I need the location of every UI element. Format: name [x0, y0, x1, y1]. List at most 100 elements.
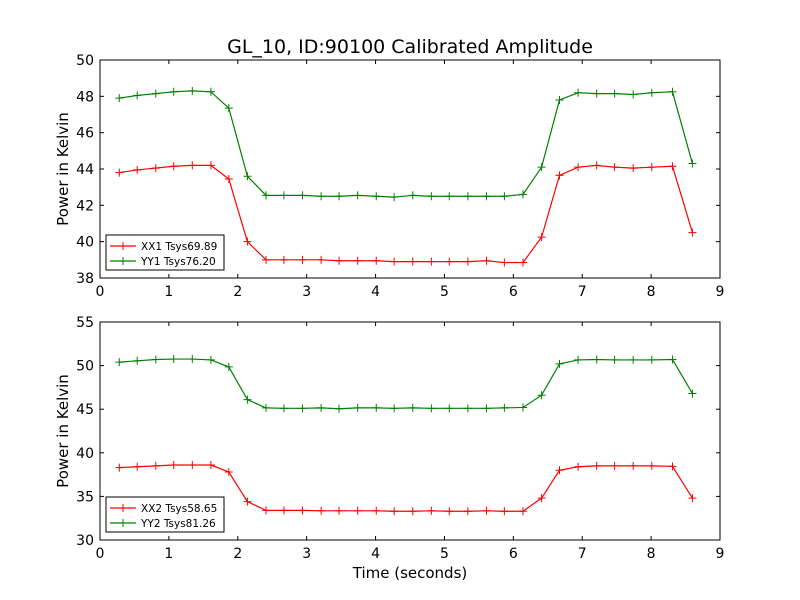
- data-point: [133, 91, 142, 100]
- legend-marker: [119, 257, 127, 265]
- data-point: [537, 163, 546, 172]
- data-point: [500, 507, 509, 516]
- data-point: [262, 403, 271, 412]
- data-point: [500, 258, 509, 267]
- data-point: [317, 192, 326, 201]
- data-point: [688, 389, 697, 398]
- data-point: [279, 404, 288, 413]
- data-point: [206, 87, 215, 96]
- data-point: [688, 494, 697, 503]
- data-point: [668, 462, 677, 471]
- data-point: [500, 403, 509, 412]
- y-tick-label: 48: [76, 89, 94, 105]
- data-point: [463, 257, 472, 266]
- data-point: [463, 192, 472, 201]
- data-point: [574, 355, 583, 364]
- top-panel: 0 1 2 3 4 5 6 7 8 9 38 40 42 44 46 48 50 Power in Kelvin X…: [54, 53, 724, 300]
- data-point: [115, 358, 124, 367]
- data-point: [335, 256, 344, 265]
- data-point: [243, 237, 252, 246]
- x-tick-label: 9: [716, 284, 725, 300]
- data-point: [206, 161, 215, 170]
- y-tick-label: 38: [76, 271, 94, 287]
- y-axis-label: Power in Kelvin: [54, 112, 72, 226]
- legend-label: YY1 Tsys76.20: [140, 256, 216, 268]
- data-point: [335, 404, 344, 413]
- x-tick-label: 2: [233, 284, 242, 300]
- data-point: [445, 192, 454, 201]
- x-tick-label: 8: [647, 284, 656, 300]
- data-point: [668, 162, 677, 171]
- data-point: [224, 362, 233, 371]
- x-tick-label: 7: [578, 546, 587, 562]
- y-tick-label: 55: [76, 315, 94, 331]
- y-tick-label: 35: [76, 489, 94, 505]
- data-point: [408, 191, 417, 200]
- series-2: [115, 86, 697, 202]
- data-point: [262, 255, 271, 264]
- x-tick-label: 6: [509, 546, 518, 562]
- data-point: [427, 506, 436, 515]
- data-point: [629, 355, 638, 364]
- data-point: [169, 162, 178, 171]
- data-point: [372, 256, 381, 265]
- data-point: [279, 506, 288, 515]
- data-point: [445, 404, 454, 413]
- data-point: [408, 403, 417, 412]
- data-point: [668, 355, 677, 364]
- data-point: [390, 193, 399, 202]
- data-point: [115, 463, 124, 472]
- data-point: [482, 256, 491, 265]
- data-point: [408, 257, 417, 266]
- data-point: [298, 404, 307, 413]
- data-point: [537, 233, 546, 242]
- x-tick-label: 3: [302, 284, 311, 300]
- data-point: [555, 359, 564, 368]
- data-point: [610, 89, 619, 98]
- data-point: [151, 164, 160, 173]
- data-point: [188, 86, 197, 95]
- legend-label: XX1 Tsys69.89: [141, 241, 217, 253]
- data-point: [688, 228, 697, 237]
- data-point: [390, 404, 399, 413]
- legend-label: XX2 Tsys58.65: [141, 503, 217, 515]
- data-point: [206, 461, 215, 470]
- data-point: [169, 461, 178, 470]
- data-point: [647, 88, 656, 97]
- x-axis-label: Time (seconds): [352, 564, 468, 582]
- data-point: [243, 497, 252, 506]
- data-point: [518, 190, 527, 199]
- chart-title: GL_10, ID:90100 Calibrated Amplitude: [227, 36, 593, 58]
- data-point: [518, 403, 527, 412]
- y-tick-label: 42: [76, 198, 94, 214]
- data-point: [668, 87, 677, 96]
- data-point: [610, 355, 619, 364]
- y-tick-label: 50: [76, 359, 94, 375]
- y-tick-label: 40: [76, 235, 94, 251]
- data-point: [688, 159, 697, 168]
- legend-box: [105, 234, 225, 271]
- data-point: [463, 507, 472, 516]
- legend-box: [105, 496, 225, 533]
- data-point: [555, 466, 564, 475]
- x-tick-label: 7: [578, 284, 587, 300]
- legend-marker: [119, 242, 127, 250]
- x-tick-label: 1: [164, 284, 173, 300]
- data-point: [279, 191, 288, 200]
- data-point: [115, 94, 124, 103]
- data-point: [629, 90, 638, 99]
- data-point: [188, 355, 197, 364]
- data-point: [224, 467, 233, 476]
- legend: XX2 Tsys58.65 YY2 Tsys81.26: [105, 496, 225, 533]
- data-point: [592, 161, 601, 170]
- series-1: [115, 161, 697, 267]
- x-tick-label: 4: [371, 284, 380, 300]
- data-point: [133, 462, 142, 471]
- data-point: [372, 506, 381, 515]
- y-tick-label: 40: [76, 446, 94, 462]
- data-point: [317, 403, 326, 412]
- x-tick-label: 5: [440, 284, 449, 300]
- data-point: [427, 192, 436, 201]
- axes-frame: [99, 321, 721, 541]
